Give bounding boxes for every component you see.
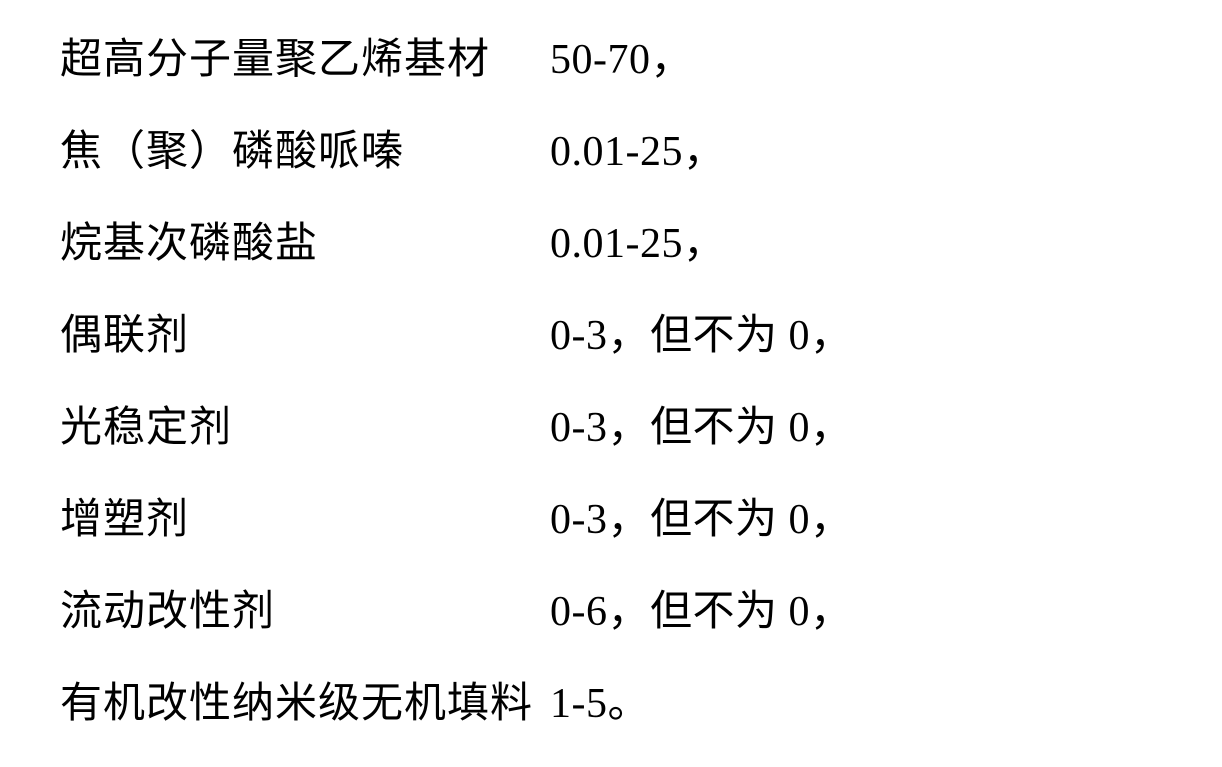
table-row: 烷基次磷酸盐 0.01-25，: [60, 209, 1162, 301]
table-row: 有机改性纳米级无机填料 1-5。: [60, 669, 1162, 761]
ingredient-value: 0.01-25，: [550, 209, 726, 270]
ingredient-value: 0.01-25，: [550, 117, 726, 178]
ingredient-value: 0-6，但不为 0，: [550, 577, 853, 638]
ingredient-label: 超高分子量聚乙烯基材: [60, 25, 550, 86]
ingredient-label: 烷基次磷酸盐: [60, 209, 550, 270]
ingredient-label: 焦（聚）磷酸哌嗪: [60, 117, 550, 178]
ingredient-label: 流动改性剂: [60, 577, 550, 638]
table-row: 超高分子量聚乙烯基材 50-70，: [60, 25, 1162, 117]
table-row: 偶联剂 0-3，但不为 0，: [60, 301, 1162, 393]
ingredient-value: 0-3，但不为 0，: [550, 485, 853, 546]
table-row: 流动改性剂 0-6，但不为 0，: [60, 577, 1162, 669]
ingredient-value: 1-5。: [550, 669, 650, 730]
table-row: 增塑剂 0-3，但不为 0，: [60, 485, 1162, 577]
table-row: 焦（聚）磷酸哌嗪 0.01-25，: [60, 117, 1162, 209]
table-row: 光稳定剂 0-3，但不为 0，: [60, 393, 1162, 485]
ingredient-label: 偶联剂: [60, 301, 550, 362]
ingredient-value: 0-3，但不为 0，: [550, 301, 853, 362]
ingredient-value: 0-3，但不为 0，: [550, 393, 853, 454]
ingredient-label: 光稳定剂: [60, 393, 550, 454]
ingredient-label: 增塑剂: [60, 485, 550, 546]
ingredient-list: 超高分子量聚乙烯基材 50-70， 焦（聚）磷酸哌嗪 0.01-25， 烷基次磷…: [60, 25, 1162, 761]
ingredient-label: 有机改性纳米级无机填料: [60, 669, 550, 730]
ingredient-value: 50-70，: [550, 25, 693, 86]
